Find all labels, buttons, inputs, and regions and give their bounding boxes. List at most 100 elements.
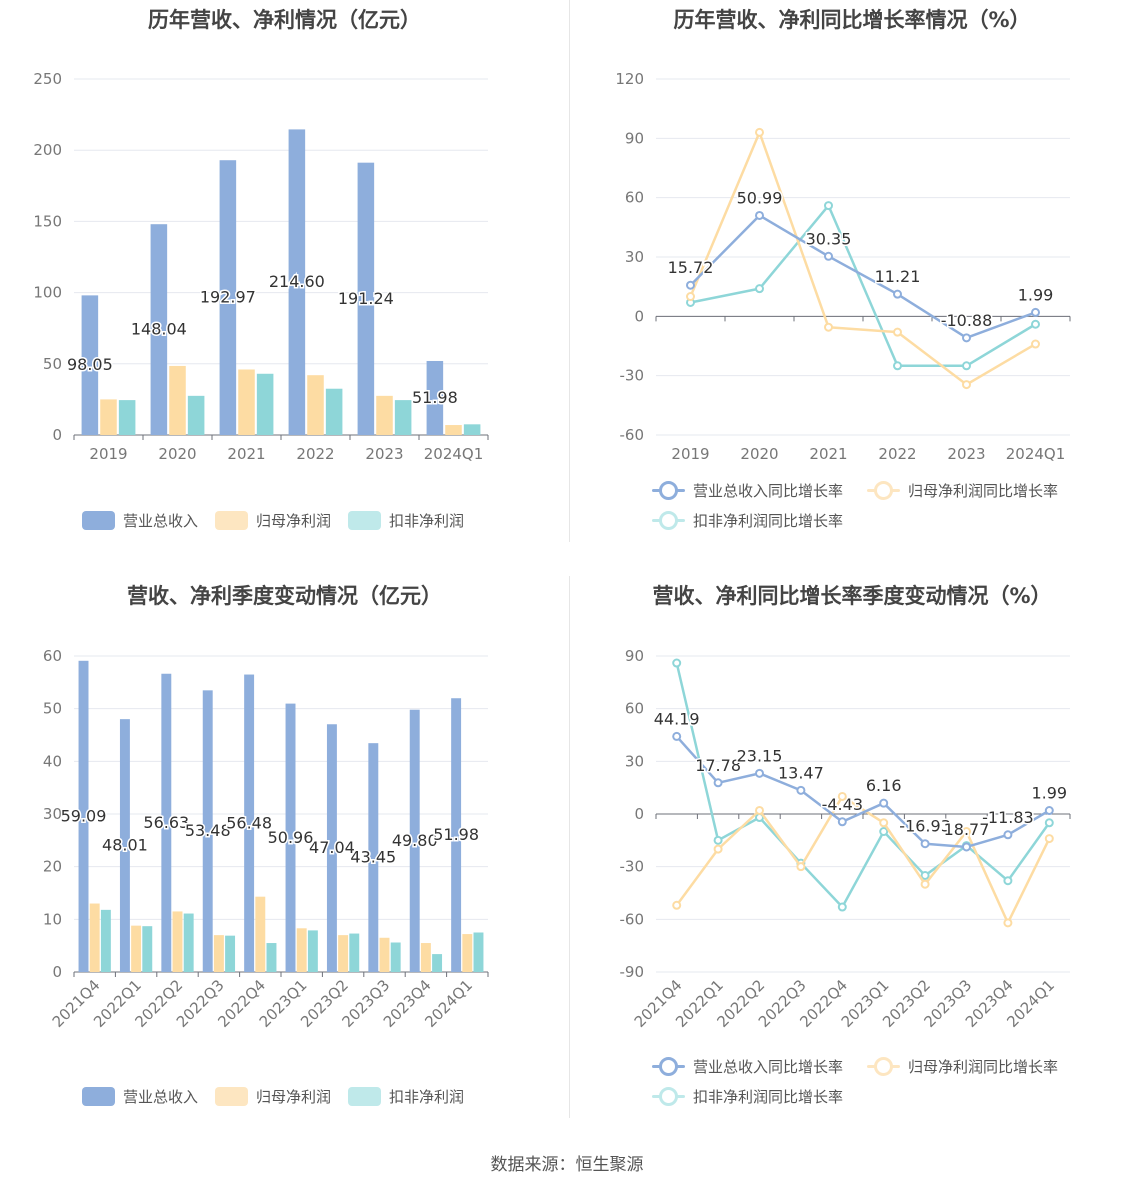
legend-label: 营业总收入同比增长率 xyxy=(693,1058,844,1076)
data-point-deducted_profit xyxy=(713,835,723,845)
legend-swatch xyxy=(652,511,685,530)
legend-item-net-profit-growth[interactable]: 归母净利润同比增长率 xyxy=(867,1056,1058,1077)
bar-revenue xyxy=(150,224,168,435)
legend-swatch xyxy=(82,511,115,530)
y-tick-label: 60 xyxy=(625,189,644,207)
data-label: 50.96 xyxy=(268,828,314,847)
legend-item-deducted-profit[interactable]: 扣非净利润 xyxy=(348,1086,464,1107)
bar-deducted_profit xyxy=(307,930,318,972)
data-point-revenue xyxy=(837,817,847,827)
series-line-deducted_profit xyxy=(675,662,1051,909)
data-point-revenue xyxy=(1003,830,1013,840)
bar-revenue xyxy=(426,360,444,435)
data-label: -4.43 xyxy=(822,795,863,814)
x-tick-label: 2024Q1 xyxy=(1006,445,1066,463)
y-tick-label: 60 xyxy=(43,647,62,665)
legend-item-deducted-profit-growth[interactable]: 扣非净利润同比增长率 xyxy=(652,510,843,531)
x-tick-label: 2022 xyxy=(296,445,334,463)
data-label: 15.72 xyxy=(668,258,714,277)
y-tick-label: 0 xyxy=(52,963,62,981)
data-point-net_profit xyxy=(837,791,847,801)
quarterly-growth-panel: 营收、净利同比增长率季度变动情况（%） -90 -60 -30 0 30 60 90 2021… xyxy=(570,576,1134,1136)
data-label: 56.63 xyxy=(143,813,189,832)
y-tick-label: 250 xyxy=(33,70,62,88)
data-label: 47.04 xyxy=(309,838,355,857)
y-tick-label: 200 xyxy=(33,141,62,159)
data-point-deducted_profit xyxy=(755,284,764,294)
data-point-net_profit xyxy=(962,827,971,837)
legend-swatch xyxy=(348,1087,381,1106)
data-label: 1.99 xyxy=(1018,285,1054,304)
bar-net_profit xyxy=(462,934,473,972)
data-point-deducted_profit xyxy=(1031,319,1040,329)
chart-title: 营收、净利同比增长率季度变动情况（%） xyxy=(652,584,1052,608)
bar-revenue xyxy=(161,673,172,972)
data-point-net_profit xyxy=(920,879,930,889)
bar-revenue xyxy=(326,724,337,972)
data-point-revenue xyxy=(1044,806,1054,816)
legend-item-net-profit[interactable]: 归母净利润 xyxy=(215,1086,331,1107)
legend-item-net-profit-growth[interactable]: 归母净利润同比增长率 xyxy=(867,480,1058,501)
bar-net_profit xyxy=(255,896,266,972)
vertical-divider-top xyxy=(569,0,570,542)
data-point-deducted_profit xyxy=(893,361,902,371)
data-label: -10.88 xyxy=(941,311,993,330)
series-line-net_profit xyxy=(689,131,1037,386)
bar-deducted_profit xyxy=(325,388,343,435)
legend-item-revenue[interactable]: 营业总收入 xyxy=(82,1086,198,1107)
bar-deducted_profit xyxy=(100,909,111,972)
data-label: 18.77 xyxy=(944,820,990,839)
quarterly-bar-chart: 01020304050602021Q42022Q12022Q22022Q3202… xyxy=(43,647,489,1031)
x-tick-label: 2020 xyxy=(740,445,778,463)
bar-deducted_profit xyxy=(473,932,484,972)
bar-revenue xyxy=(244,674,255,972)
data-point-net_profit xyxy=(824,322,833,332)
legend-item-revenue[interactable]: 营业总收入 xyxy=(82,510,198,531)
data-point-revenue xyxy=(755,210,764,220)
data-point-revenue xyxy=(796,785,806,795)
bar-revenue xyxy=(357,162,375,435)
data-point-deducted_profit xyxy=(672,658,682,668)
data-label: 56.48 xyxy=(226,813,272,832)
annual-revenue-profit-panel: 历年营收、净利情况（亿元） 0 50 100 150 200 250 2019 2020 202… xyxy=(0,0,569,560)
bar-revenue xyxy=(409,709,420,972)
legend-item-deducted-profit[interactable]: 扣非净利润 xyxy=(348,510,464,531)
legend-swatch xyxy=(215,511,248,530)
quarterly-revenue-profit-panel: 营收、净利季度变动情况（亿元） 0 10 20 30 40 50 60 2021Q4 2022Q… xyxy=(0,576,569,1136)
legend-label: 营业总收入 xyxy=(123,1088,199,1106)
bar-revenue xyxy=(451,698,462,972)
bar-revenue xyxy=(81,295,99,435)
legend-swatch xyxy=(82,1087,115,1106)
bar-deducted_profit xyxy=(394,400,412,435)
quarterly-growth-line-chart: -90-60-3003060902021Q42022Q12022Q22022Q3… xyxy=(620,647,1071,1031)
bar-net_profit xyxy=(296,928,307,972)
y-tick-label: -30 xyxy=(620,858,645,876)
data-label: 214.60 xyxy=(269,272,325,291)
data-point-deducted_profit xyxy=(1003,876,1013,886)
x-tick-label: 2024Q1 xyxy=(424,445,484,463)
x-tick-label: 2019 xyxy=(671,445,709,463)
y-tick-label: 90 xyxy=(625,129,644,147)
data-point-net_profit xyxy=(1031,339,1040,349)
data-point-net_profit xyxy=(755,805,764,815)
data-label: 50.99 xyxy=(737,188,783,207)
bar-net_profit xyxy=(89,903,100,972)
bar-net_profit xyxy=(169,365,186,435)
chart-title: 历年营收、净利情况（亿元） xyxy=(148,8,421,32)
data-point-net_profit xyxy=(879,818,889,828)
bar-net_profit xyxy=(100,399,117,435)
data-point-revenue xyxy=(920,839,930,849)
bar-revenue xyxy=(288,129,306,435)
legend-item-revenue-growth[interactable]: 营业总收入同比增长率 xyxy=(652,480,843,501)
data-label: 44.19 xyxy=(654,709,700,728)
legend-swatch xyxy=(652,1087,685,1106)
data-point-net_profit xyxy=(1003,918,1013,928)
bar-deducted_profit xyxy=(256,373,274,435)
y-tick-label: 10 xyxy=(43,910,62,928)
y-tick-label: -30 xyxy=(620,367,645,385)
legend-item-deducted-profit-growth[interactable]: 扣非净利润同比增长率 xyxy=(652,1086,843,1107)
bar-deducted_profit xyxy=(118,400,136,435)
legend-label: 归母净利润 xyxy=(256,1088,332,1106)
legend-item-revenue-growth[interactable]: 营业总收入同比增长率 xyxy=(652,1056,843,1077)
legend-item-net-profit[interactable]: 归母净利润 xyxy=(215,510,331,531)
